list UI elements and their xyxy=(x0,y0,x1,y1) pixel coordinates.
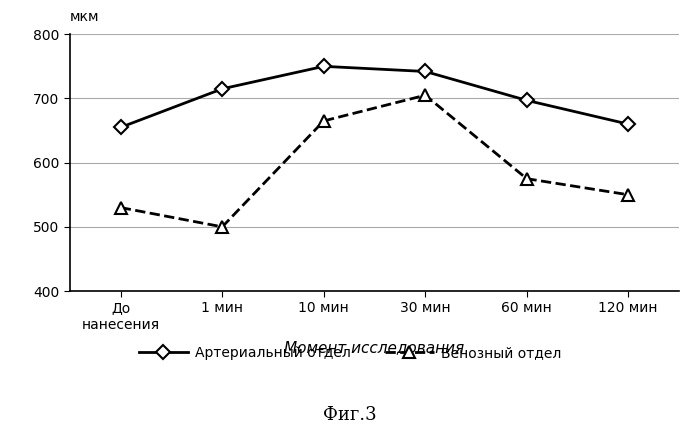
Text: мкм: мкм xyxy=(70,10,99,24)
Legend: Артериальный отдел, Венозный отдел: Артериальный отдел, Венозный отдел xyxy=(134,340,566,366)
X-axis label: Момент исследования: Момент исследования xyxy=(284,340,465,355)
Text: Фиг.3: Фиг.3 xyxy=(323,406,377,424)
